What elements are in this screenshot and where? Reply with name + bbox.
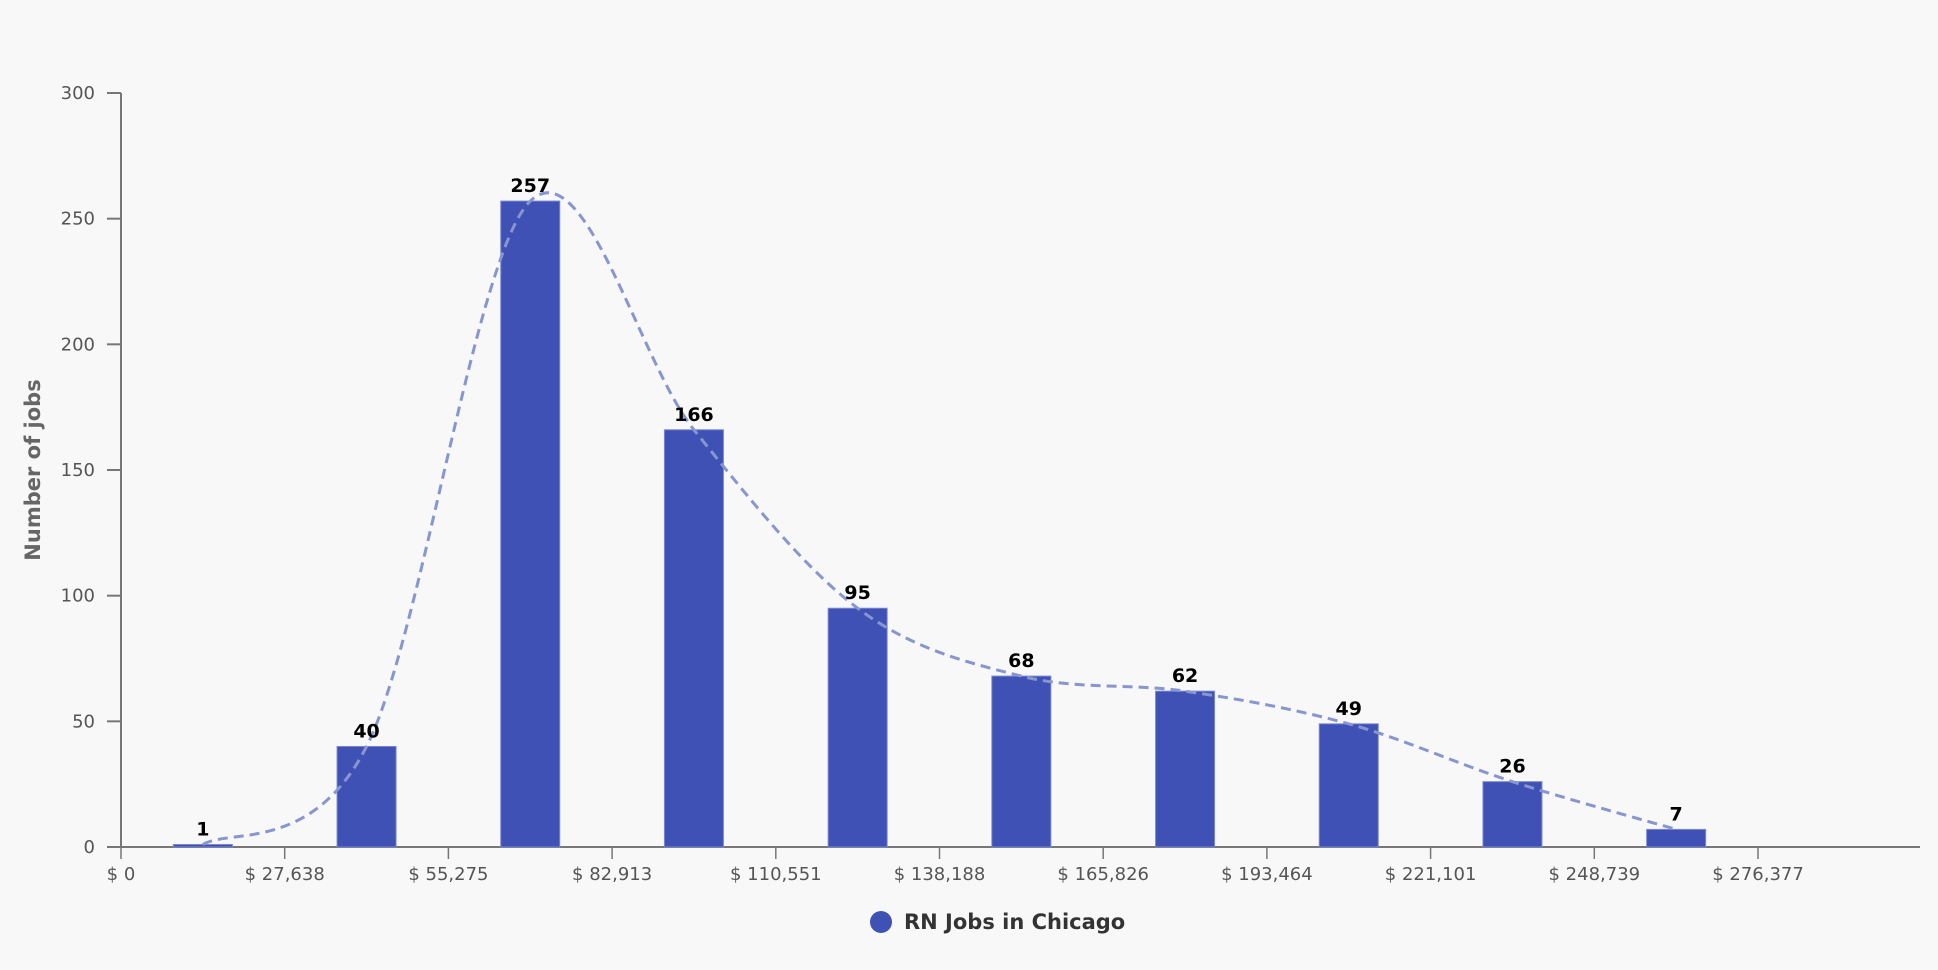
histogram-bar[interactable] (663, 429, 724, 848)
x-tick-label: $ 165,826 (1057, 864, 1149, 885)
bars (172, 200, 1707, 848)
y-tick-label: 50 (72, 711, 95, 732)
histogram-bar[interactable] (991, 675, 1052, 848)
x-tick-label: $ 27,638 (245, 864, 325, 885)
x-tick-label: $ 221,101 (1385, 864, 1477, 885)
bar-value-label: 26 (1499, 756, 1525, 778)
histogram-bar[interactable] (500, 200, 561, 848)
bar-value-label: 62 (1172, 665, 1198, 687)
bar-value-label: 68 (1008, 650, 1034, 672)
y-tick-label: 100 (61, 586, 95, 607)
legend-item[interactable]: RN Jobs in Chicago (870, 910, 1125, 934)
y-tick-label: 150 (61, 460, 95, 481)
x-axis: $ 0 $ 27,638 $ 55,275 $ 82,913 $ 110,551 $ 13… (107, 846, 1920, 885)
y-tick-label: 300 (61, 83, 95, 104)
y-tick-label: 0 (84, 837, 95, 858)
y-axis-title: Number of jobs (21, 379, 45, 560)
histogram-bar[interactable] (336, 745, 397, 848)
x-tick-label: $ 276,377 (1712, 864, 1804, 885)
legend-marker-icon (870, 911, 892, 933)
bar-value-label: 1 (196, 818, 209, 840)
y-tick-label: 250 (61, 209, 95, 230)
x-tick-label: $ 82,913 (572, 864, 652, 885)
x-tick-label: $ 138,188 (894, 864, 986, 885)
x-tick-label: $ 55,275 (408, 864, 488, 885)
histogram-bar[interactable] (1646, 828, 1707, 848)
bar-value-label: 40 (353, 720, 379, 742)
x-tick-label: $ 248,739 (1548, 864, 1640, 885)
x-tick-label: $ 110,551 (730, 864, 822, 885)
histogram-bar[interactable] (1318, 723, 1379, 848)
trend-line (202, 191, 1677, 846)
bar-value-label: 166 (674, 404, 714, 426)
x-tick-label: $ 193,464 (1221, 864, 1313, 885)
histogram-bar[interactable] (1155, 690, 1216, 848)
bar-value-label: 7 (1670, 803, 1683, 825)
legend-label: RN Jobs in Chicago (904, 910, 1126, 934)
data-labels: 1 40 257 166 95 68 62 49 26 7 (196, 175, 1683, 840)
bar-value-label: 95 (844, 582, 870, 604)
y-tick-label: 200 (61, 334, 95, 355)
histogram-bar[interactable] (1482, 781, 1543, 848)
histogram-bar[interactable] (172, 843, 233, 848)
x-tick-label: $ 0 (107, 864, 136, 885)
bar-value-label: 257 (510, 175, 550, 197)
histogram-bar[interactable] (827, 607, 888, 848)
bar-value-label: 49 (1336, 698, 1362, 720)
y-axis: 0 50 100 150 200 250 300 (61, 83, 122, 858)
